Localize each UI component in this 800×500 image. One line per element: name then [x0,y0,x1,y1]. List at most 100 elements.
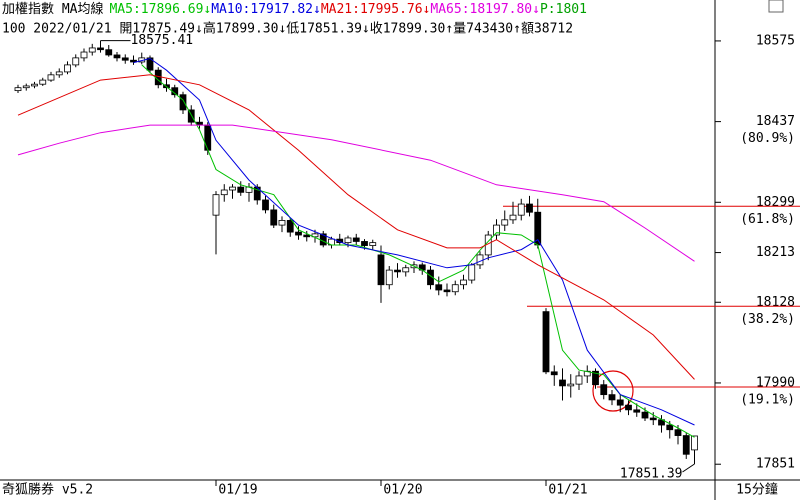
info-line: 100 2022/01/21 開17875.49↓高17899.30↓低1785… [2,21,573,37]
candle-body [212,194,220,216]
candle-body [666,424,674,431]
candle-body [270,209,278,226]
candle-body [237,186,245,193]
candle-body [633,409,641,413]
highlight-circle [592,370,634,412]
candle-body [542,311,550,373]
candle-body [303,234,311,238]
candle-body [385,269,393,286]
y-tick-label: 18299 [756,195,795,210]
candle-body [649,417,657,421]
y-tick-label: 17851 [756,457,795,472]
candle-body [88,47,96,53]
candle-body [39,79,47,85]
candle-body [47,74,55,81]
candle-body [435,284,443,291]
candle-body [493,224,500,236]
ma-line [17,124,695,262]
ma-line [17,74,695,380]
ma-line [133,57,695,426]
candle-body [204,124,212,151]
candle-body [550,371,558,376]
annotation: 17851.39 [620,466,683,481]
y-tick-label: 18575 [756,33,795,48]
candle-body [476,254,484,266]
annotation-leader [682,463,695,473]
candle-body [369,242,377,246]
candle-body [501,219,509,226]
candle-body [682,435,690,455]
x-tick-label: 01/19 [218,483,257,498]
legend-entry: MA65:18197.80↓ [430,2,540,17]
candle-body [575,375,583,385]
header-extra: P:1801 [540,2,587,17]
legend-entry: MA21:17995.76↓ [321,2,431,17]
candle-body [295,231,302,236]
candle-body [361,241,368,246]
candle-body [229,186,236,191]
candle-body [187,109,195,123]
candle-body [31,83,38,87]
candle-body [625,404,632,411]
candle-body [468,264,476,281]
candle-body [600,384,608,396]
header: 加權指數 MA均線 MA5:17896.69↓MA10:17917.82↓MA21… [2,1,587,17]
chart-title: 加權指數 MA均線 [2,1,103,17]
software-label: 奇狐勝券 v5.2 [2,482,93,498]
y-tick-label: 18437 [756,114,795,129]
candle-body [72,57,80,66]
candle-body [121,57,129,61]
x-tick-label: 01/20 [383,483,422,498]
candle-body [567,383,575,387]
period-label: 15分鐘 [736,482,778,498]
fib-label: (19.1%) [740,392,795,407]
candle-body [352,237,360,242]
candle-body [64,64,71,73]
candle-body [616,399,624,406]
candle-body [278,220,286,226]
ma-line [141,64,695,438]
x-tick-label: 01/21 [548,483,587,498]
fib-label: (61.8%) [740,212,795,227]
y-tick-label: 17990 [756,375,795,390]
legend-entry: MA10:17917.82↓ [211,2,321,17]
annotation: 18575.41 [131,33,194,48]
window-button[interactable] [768,0,784,13]
candle-body [509,214,517,221]
candle-body [113,54,121,59]
candle-body [344,237,352,244]
candle-body [526,203,533,213]
candle-body [394,269,401,273]
candle-body [691,435,698,451]
candle-body [97,47,104,51]
candle-body [311,233,319,238]
candle-body [146,57,154,71]
candle-body [262,199,269,211]
fib-label: (38.2%) [740,312,795,327]
candle-body [105,49,113,56]
candle-body [592,370,599,386]
candle-body [14,87,22,92]
fib-label: (80.9%) [740,131,795,146]
candle-body [517,203,525,216]
candle-body [608,394,616,401]
candle-body [22,85,30,89]
candle-body [443,289,451,293]
y-tick-label: 18213 [756,245,795,260]
candle-body [286,220,294,233]
candle-body [179,94,187,111]
candle-body [377,254,385,286]
candle-body [220,189,228,196]
candle-body [559,379,566,387]
candle-body [55,71,63,76]
candle-body [451,284,459,293]
candle-body [460,279,467,286]
candle-body [427,269,434,286]
candle-body [641,411,649,419]
candle-body [402,267,410,273]
candle-body [674,429,682,436]
candle-body [80,51,88,59]
legend-entry: MA5:17896.69↓ [109,2,211,17]
